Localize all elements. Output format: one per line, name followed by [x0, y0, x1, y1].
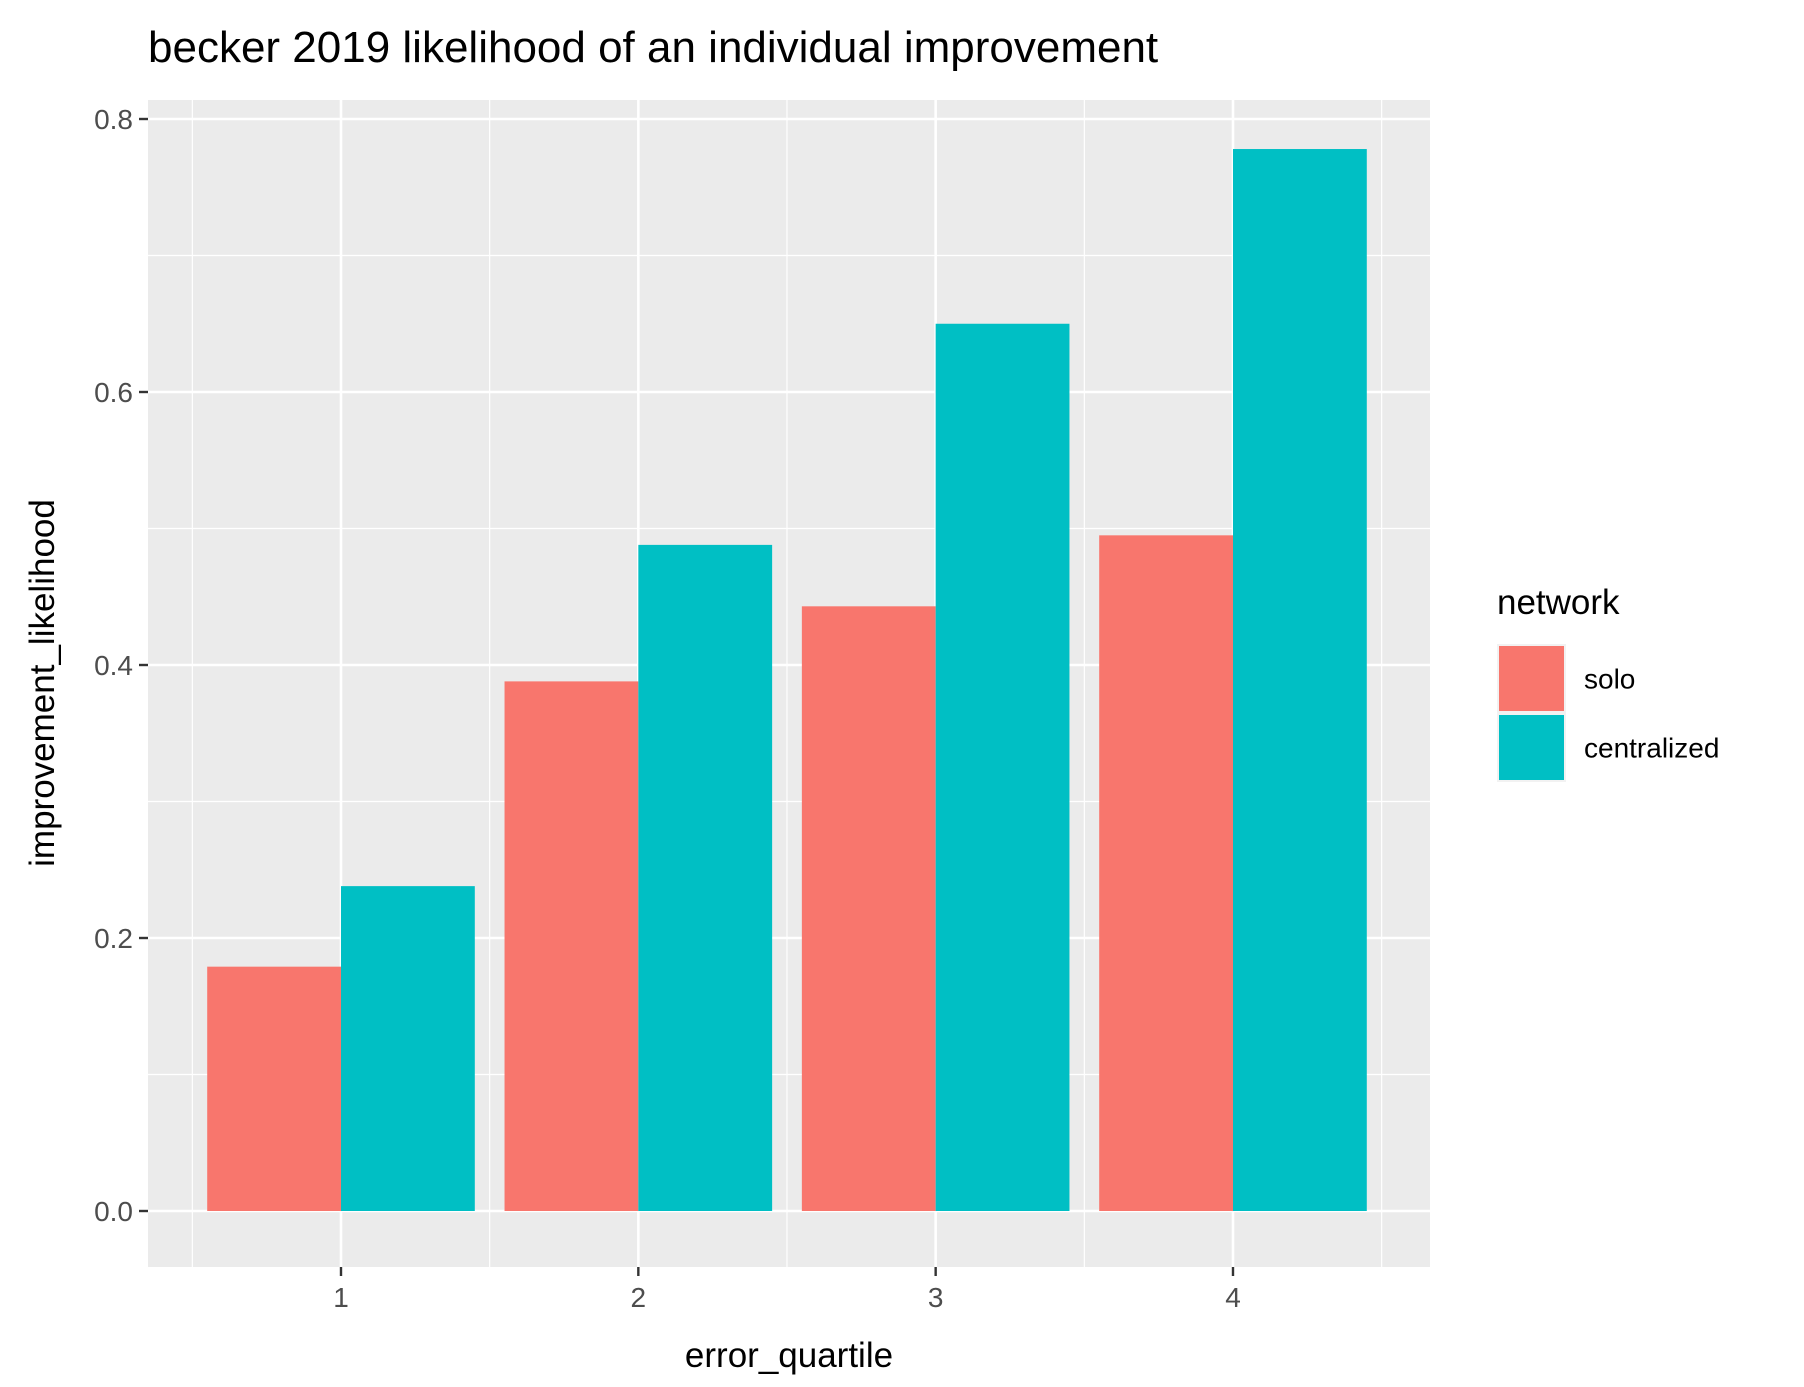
y-tick-label: 0.6 [94, 377, 133, 408]
bar-solo-2 [504, 681, 639, 1211]
legend: network solo centralized [1497, 583, 1719, 782]
x-tick-label: 3 [928, 1282, 944, 1313]
x-tick-label: 1 [333, 1282, 349, 1313]
bars [207, 149, 1367, 1211]
bar-solo-4 [1099, 535, 1233, 1211]
x-tick-label: 4 [1225, 1282, 1241, 1313]
bar-centralized-4 [1232, 149, 1367, 1211]
y-tick-label: 0.4 [94, 650, 133, 681]
legend-key-centralized [1499, 715, 1564, 780]
bar-centralized-3 [935, 323, 1070, 1211]
bar-solo-3 [801, 606, 936, 1211]
y-tick-label: 0.0 [94, 1196, 133, 1227]
legend-label-solo: solo [1584, 664, 1635, 695]
y-tick-label: 0.8 [94, 104, 133, 135]
legend-title: network [1497, 583, 1620, 622]
bar-centralized-2 [638, 544, 773, 1211]
y-axis-title: improvement_likelihood [23, 499, 62, 867]
bar-solo-1 [207, 966, 341, 1211]
y-tick-label: 0.2 [94, 923, 133, 954]
chart-title: becker 2019 likelihood of an individual … [148, 23, 1158, 72]
legend-key-solo [1499, 646, 1564, 711]
x-tick-label: 2 [631, 1282, 647, 1313]
x-axis-title: error_quartile [685, 1336, 893, 1375]
legend-label-centralized: centralized [1584, 733, 1719, 764]
x-axis: 1 2 3 4 [333, 1267, 1241, 1313]
bar-centralized-1 [341, 886, 475, 1211]
y-axis: 0.0 0.2 0.4 0.6 0.8 [94, 104, 148, 1227]
